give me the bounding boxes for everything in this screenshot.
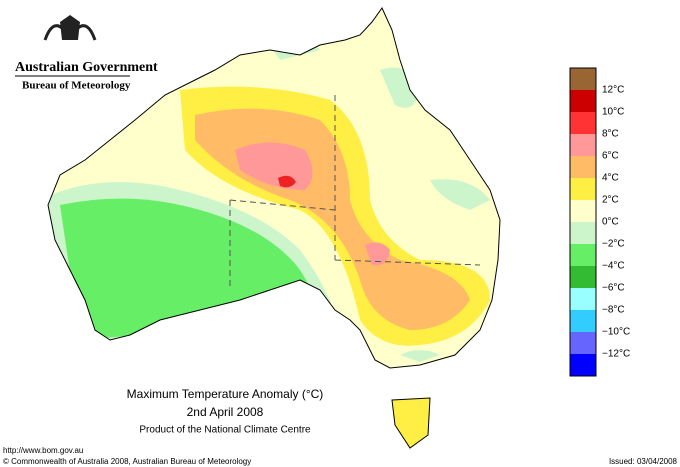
- legend-swatch: [570, 156, 596, 178]
- legend-swatch: [570, 134, 596, 156]
- bureau-name: Bureau of Meteorology: [22, 80, 131, 92]
- footer-issued: Issued: 03/04/2008: [609, 457, 678, 466]
- legend-swatch: [570, 288, 596, 310]
- legend-swatch: [570, 68, 596, 90]
- legend-label: 6°C: [602, 151, 619, 162]
- legend-swatch: [570, 310, 596, 332]
- legend-swatch: [570, 266, 596, 288]
- legend-label: −8°C: [602, 305, 625, 316]
- map-title: Maximum Temperature Anomaly (°C): [127, 387, 324, 401]
- legend-swatch: [570, 222, 596, 244]
- legend-swatch: [570, 354, 596, 376]
- legend-swatch: [570, 244, 596, 266]
- footer-copyright: © Commonwealth of Australia 2008, Austra…: [3, 457, 251, 466]
- footer-url: http://www.bom.gov.au: [3, 446, 83, 455]
- header-logo: [43, 15, 97, 41]
- legend-label: −2°C: [602, 239, 625, 250]
- legend-label: 4°C: [602, 173, 619, 184]
- legend-swatch: [570, 332, 596, 354]
- legend-swatch: [570, 178, 596, 200]
- legend-label: 10°C: [602, 107, 624, 118]
- legend-frame: [569, 67, 597, 377]
- state-borders: [229, 95, 481, 290]
- coastline: [47, 7, 501, 369]
- legend-label: 0°C: [602, 217, 619, 228]
- legend-label: 8°C: [602, 129, 619, 140]
- legend: 12°C 10°C 8°C 6°C 4°C 2°C 0°C −2°C −4°C −6°C −8°C −…: [569, 67, 630, 377]
- legend-label: 2°C: [602, 195, 619, 206]
- legend-swatch: [570, 90, 596, 112]
- legend-label: −6°C: [602, 283, 625, 294]
- map-date: 2nd April 2008: [187, 405, 264, 419]
- legend-label: −12°C: [602, 349, 630, 360]
- legend-swatch: [570, 200, 596, 222]
- government-name: Australian Government: [15, 60, 158, 75]
- tasmania: [391, 397, 431, 449]
- legend-label: −10°C: [602, 327, 630, 338]
- legend-swatch: [570, 112, 596, 134]
- map-product: Product of the National Climate Centre: [139, 425, 311, 436]
- legend-label: −4°C: [602, 261, 625, 272]
- legend-label: 12°C: [602, 85, 624, 96]
